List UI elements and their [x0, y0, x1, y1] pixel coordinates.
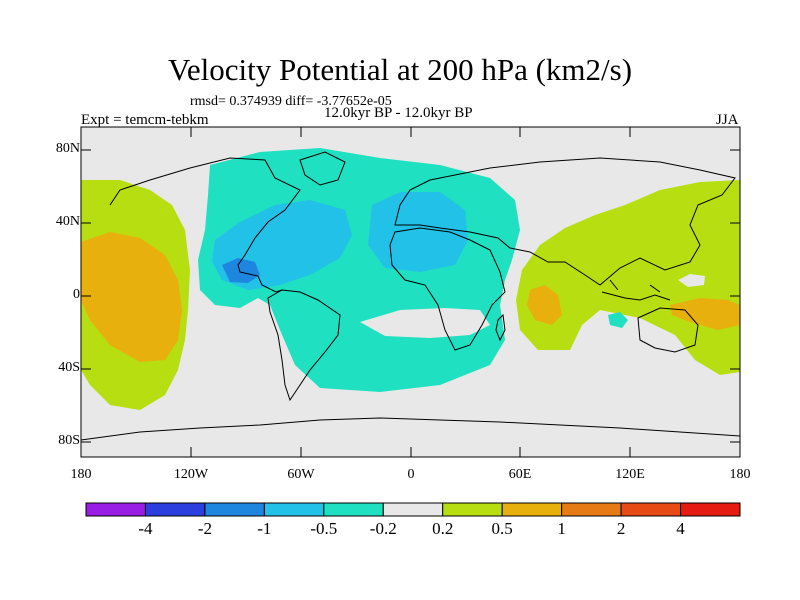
- coastline-africa: [389, 227, 506, 351]
- lat-tick-label: 80N: [55, 141, 80, 156]
- coastline-greenland: [299, 151, 346, 186]
- coastline-australia: [637, 307, 699, 353]
- contour-region-west-pacific-core-positive: [670, 298, 740, 330]
- coastline-eurasia: [394, 157, 736, 286]
- colorbar-label: -2: [197, 519, 212, 538]
- experiment-label: Expt = temcm-tebkm: [81, 112, 209, 128]
- lat-tick-label: 40S: [58, 360, 80, 375]
- colorbar-swatch: [442, 502, 503, 517]
- coastline-antarctica: [81, 417, 740, 441]
- colorbar-label: 0.5: [491, 519, 513, 538]
- lon-tick-label: 60E: [508, 467, 532, 482]
- colorbar-swatch: [501, 502, 563, 517]
- contour-gap-south-atlantic: [360, 308, 490, 338]
- lon-tick-label: 180: [70, 467, 92, 482]
- coastline-maritime-continent: [601, 279, 671, 301]
- contour-region-africa-core-positive: [527, 285, 562, 325]
- lat-tick-label: 80S: [58, 433, 80, 448]
- lon-tick-label: 120W: [173, 467, 209, 482]
- figure-title: Velocity Potential at 200 hPa (km2/s): [167, 52, 633, 87]
- colorbar-swatch: [323, 502, 384, 517]
- colorbar: [85, 502, 741, 517]
- colorbar-swatch: [144, 502, 206, 517]
- colorbar-swatch: [680, 502, 741, 517]
- lon-tick-label: 180: [729, 467, 751, 482]
- colorbar-label: -0.5: [310, 519, 338, 538]
- colorbar-label: -1: [257, 519, 272, 538]
- lat-tick-label: 40N: [55, 214, 80, 229]
- contour-region-pacific-core-positive: [81, 232, 182, 362]
- colorbar-label: 1: [557, 519, 566, 538]
- colorbar-label: -0.2: [369, 519, 397, 538]
- coastline-north-america: [109, 157, 301, 293]
- contour-region-west-pacific-positive: [516, 180, 740, 375]
- coastline-south-america: [267, 289, 341, 402]
- contour-region-central-america-strong-negative: [222, 258, 260, 283]
- colorbar-label: -4: [138, 519, 153, 538]
- contour-region-north-africa-negative-core: [368, 192, 468, 272]
- colorbar-swatch: [204, 502, 265, 517]
- lat-tick-label: 0: [73, 287, 80, 302]
- colorbar-swatch: [85, 502, 146, 517]
- colorbar-label: 4: [676, 519, 685, 538]
- period-label: 12.0kyr BP - 12.0kyr BP: [324, 105, 473, 121]
- contour-region-indian-negative: [608, 312, 628, 328]
- lon-tick-label: 0: [407, 467, 415, 482]
- colorbar-swatch: [620, 502, 682, 517]
- season-label: JJA: [716, 112, 739, 128]
- colorbar-swatch: [382, 502, 444, 517]
- colorbar-swatch: [561, 502, 622, 517]
- colorbar-label: 0.2: [432, 519, 454, 538]
- lon-tick-label: 60W: [287, 467, 315, 482]
- coastlines: [81, 151, 740, 441]
- contour-gap-pacific-small: [678, 274, 705, 287]
- coastline-madagascar: [495, 313, 506, 342]
- colorbar-swatch: [263, 502, 325, 517]
- lon-tick-label: 120E: [615, 467, 645, 482]
- rmsd-diff-stats: rmsd= 0.374939 diff= -3.77652e-05: [190, 94, 392, 109]
- axis-tick-marks: [81, 127, 740, 457]
- colorbar-label: 2: [616, 519, 626, 538]
